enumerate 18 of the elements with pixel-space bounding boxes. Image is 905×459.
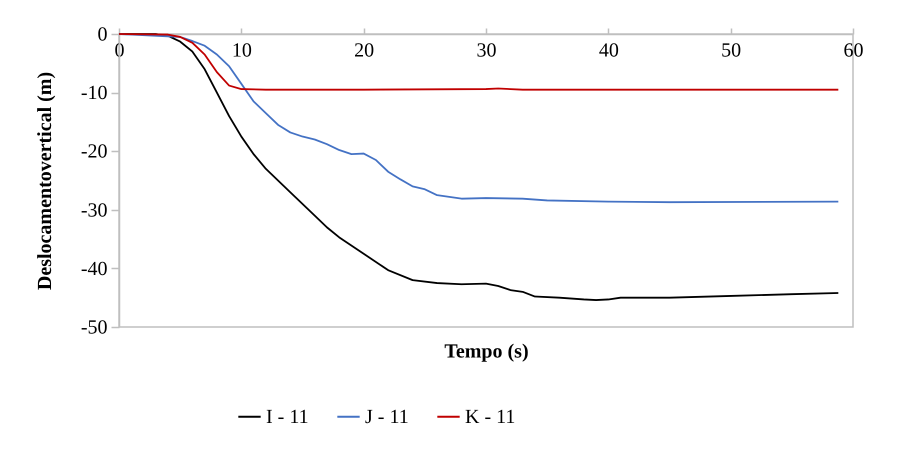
x-tick-label: 30 xyxy=(476,40,496,62)
y-tick-label: -40 xyxy=(80,258,108,280)
y-tick-label: -30 xyxy=(80,199,108,222)
x-tick-label: 50 xyxy=(721,40,742,62)
x-axis-title: Tempo (s) xyxy=(444,340,529,362)
x-tick-label: 0 xyxy=(114,40,124,62)
legend-label: I - 11 xyxy=(266,406,309,428)
x-tick-label: 40 xyxy=(598,40,619,62)
legend-label: K - 11 xyxy=(465,406,516,428)
y-tick-label: -10 xyxy=(80,82,108,104)
x-tick-label: 60 xyxy=(844,40,864,62)
y-tick-label: -20 xyxy=(80,140,108,163)
y-tick-label: 0 xyxy=(98,24,108,46)
x-tick-label: 20 xyxy=(354,40,374,62)
legend-label: J - 11 xyxy=(365,406,409,428)
y-axis-title: Deslocamentovertical (m) xyxy=(34,72,56,290)
y-tick-label: -50 xyxy=(80,316,108,338)
x-tick-label: 10 xyxy=(232,40,252,62)
